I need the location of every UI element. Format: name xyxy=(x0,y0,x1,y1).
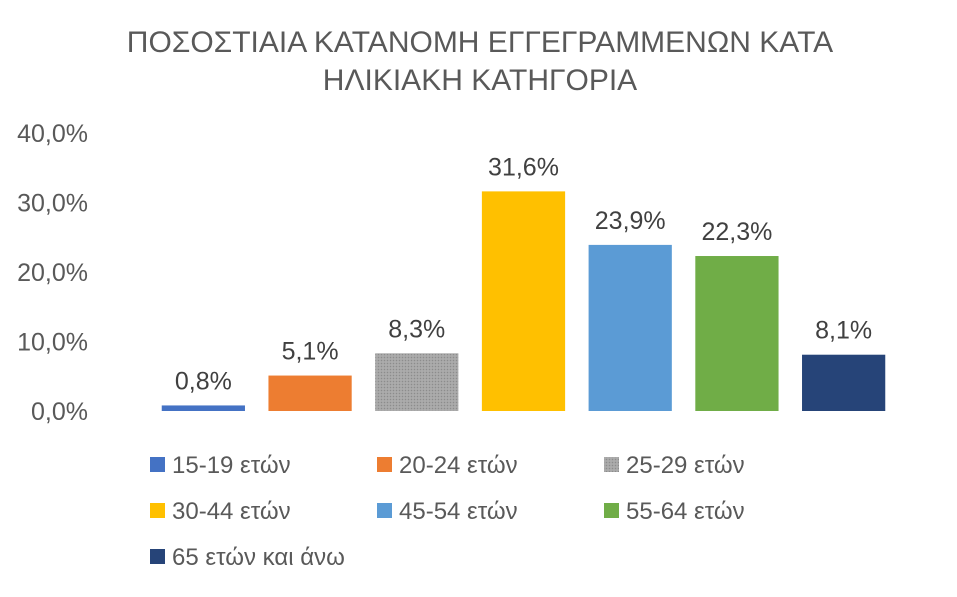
data-label: 0,8% xyxy=(175,367,232,395)
legend-label: 25-29 ετών xyxy=(626,452,745,479)
legend-swatch xyxy=(377,457,392,472)
bars: 0,8% 5,1% 8,3% 31,6% 23,9% 22,3% 8,1% xyxy=(161,153,886,411)
legend-label: 65 ετών και άνω xyxy=(172,544,345,571)
legend: 15-19 ετών 20-24 ετών 25-29 ετών 30-44 ετών… xyxy=(150,452,745,571)
data-label: 5,1% xyxy=(282,338,339,366)
legend-swatch xyxy=(150,503,165,518)
bar xyxy=(268,375,352,411)
bar xyxy=(802,354,886,411)
bar xyxy=(375,353,459,411)
legend-swatch xyxy=(604,457,619,472)
bar xyxy=(161,405,245,411)
legend-swatch xyxy=(150,549,165,564)
data-label: 31,6% xyxy=(488,153,559,181)
y-axis: 0,0% 10,0% 20,0% 30,0% 40,0% xyxy=(17,120,88,426)
legend-label: 15-19 ετών xyxy=(172,452,291,479)
legend-label: 20-24 ετών xyxy=(399,452,518,479)
legend-swatch xyxy=(377,503,392,518)
data-label: 8,1% xyxy=(815,317,872,345)
legend-label: 45-54 ετών xyxy=(399,498,518,525)
legend-label: 30-44 ετών xyxy=(172,498,291,525)
bar xyxy=(695,256,779,411)
chart-title-line-1: ΠΟΣΟΣΤΙΑΙΑ ΚΑΤΑΝΟΜΗ ΕΓΓΕΓΡΑΜΜΕΝΩΝ ΚΑΤΑ xyxy=(127,26,833,59)
y-tick-label: 30,0% xyxy=(17,190,88,218)
y-tick-label: 40,0% xyxy=(17,120,88,148)
y-tick-label: 10,0% xyxy=(17,329,88,357)
bar xyxy=(588,244,672,411)
bar xyxy=(481,191,566,411)
data-label: 8,3% xyxy=(388,315,445,343)
data-label: 23,9% xyxy=(595,207,666,235)
legend-swatch xyxy=(604,503,619,518)
data-label: 22,3% xyxy=(701,218,772,246)
legend-swatch xyxy=(150,457,165,472)
legend-label: 55-64 ετών xyxy=(626,498,745,525)
y-tick-label: 20,0% xyxy=(17,259,88,287)
chart-title-line-2: ΗΛΙΚΙΑΚΗ ΚΑΤΗΓΟΡΙΑ xyxy=(323,64,637,97)
y-tick-label: 0,0% xyxy=(31,398,88,426)
